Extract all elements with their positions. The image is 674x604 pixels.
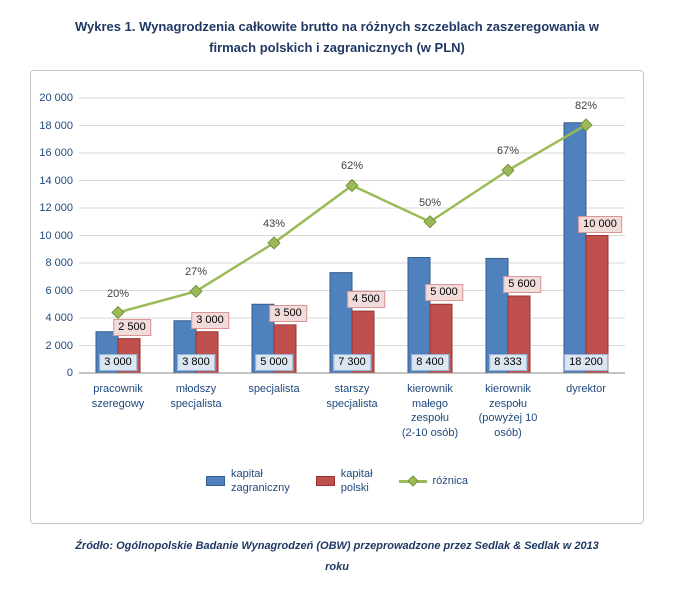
legend-diamond-icon bbox=[406, 475, 419, 487]
value-label-kapita-zagraniczny: 18 200 bbox=[564, 354, 608, 371]
legend-line-swatch-icon bbox=[398, 475, 427, 487]
diamond-marker-icon bbox=[501, 163, 515, 177]
y-axis-tick-label: 2 000 bbox=[45, 339, 73, 352]
x-axis-category-label: kierownik zespołu (powyżej 10 osób) bbox=[478, 383, 538, 439]
percent-label: 50% bbox=[418, 196, 442, 209]
legend-label: kapitał polski bbox=[340, 468, 373, 494]
value-label-kapita-zagraniczny: 3 000 bbox=[99, 354, 137, 371]
legend-bar-swatch-icon bbox=[315, 476, 335, 486]
y-axis-tick-label: 6 000 bbox=[45, 284, 73, 297]
percent-label: 27% bbox=[184, 266, 208, 279]
legend-item-kapita-zagraniczny: kapitał zagraniczny bbox=[206, 467, 290, 495]
legend-bar-swatch-icon bbox=[206, 476, 226, 486]
source-note: Źródło: Ogólnopolskie Badanie Wynagrodze… bbox=[75, 540, 599, 573]
value-label-kapita-polski: 2 500 bbox=[113, 318, 151, 336]
x-axis-category-label: specjalista bbox=[248, 383, 300, 395]
legend-item-kapita-polski: kapitał polski bbox=[315, 467, 373, 495]
value-label-kapita-zagraniczny: 8 333 bbox=[489, 354, 527, 371]
percent-label: 67% bbox=[496, 145, 520, 158]
value-label-kapita-polski: 3 500 bbox=[269, 304, 307, 322]
chart-legend: kapitał zagraniczny kapitał polski różnica bbox=[31, 467, 643, 495]
diamond-marker-icon bbox=[423, 215, 437, 229]
percent-label: 82% bbox=[574, 99, 598, 112]
value-label-kapita-polski: 4 500 bbox=[347, 291, 385, 309]
percent-label: 62% bbox=[340, 160, 364, 173]
y-axis-tick-label: 16 000 bbox=[39, 147, 73, 159]
legend-label: różnica bbox=[432, 475, 468, 487]
chart-labels-layer: 0 2 000 4 000 6 000 8 000 10 000 12 000 14 000 1… bbox=[31, 71, 643, 523]
diamond-marker-icon bbox=[579, 118, 593, 132]
value-label-kapita-polski: 5 600 bbox=[503, 276, 541, 293]
legend-label: kapitał zagraniczny bbox=[231, 468, 290, 494]
y-axis-tick-label: 10 000 bbox=[39, 229, 73, 242]
x-axis-category-label: pracownik szeregowy bbox=[91, 383, 145, 410]
value-label-kapita-polski: 10 000 bbox=[578, 215, 622, 233]
diamond-marker-icon bbox=[345, 178, 359, 193]
diamond-marker-icon bbox=[267, 236, 281, 250]
y-axis-tick-label: 14 000 bbox=[39, 174, 73, 187]
y-axis-tick-label: 18 000 bbox=[39, 119, 73, 132]
x-axis-category-label: starszy specjalista bbox=[326, 383, 378, 410]
chart-title: Wykres 1. Wynagrodzenia całkowite brutto… bbox=[74, 19, 599, 55]
diamond-marker-icon bbox=[189, 284, 203, 298]
value-label-kapita-zagraniczny: 5 000 bbox=[255, 354, 293, 371]
y-axis-tick-label: 0 bbox=[66, 367, 73, 379]
value-label-kapita-polski: 3 000 bbox=[191, 311, 229, 329]
x-axis-category-label: młodszy specjalista bbox=[170, 383, 222, 410]
chart-panel: 0 2 000 4 000 6 000 8 000 10 000 12 000 14 000 1… bbox=[30, 70, 644, 524]
y-axis-tick-label: 4 000 bbox=[45, 312, 73, 324]
percent-label: 20% bbox=[106, 287, 130, 300]
value-label-kapita-polski: 5 000 bbox=[425, 284, 463, 302]
x-axis-category-label: dyrektor bbox=[566, 383, 606, 395]
y-axis-tick-label: 8 000 bbox=[45, 257, 73, 269]
value-label-kapita-zagraniczny: 8 400 bbox=[411, 354, 449, 371]
legend-item-r-nica: różnica bbox=[398, 474, 468, 488]
value-label-kapita-zagraniczny: 3 800 bbox=[177, 354, 215, 371]
value-label-kapita-zagraniczny: 7 300 bbox=[333, 354, 371, 371]
y-axis-tick-label: 20 000 bbox=[39, 92, 73, 104]
y-axis-tick-label: 12 000 bbox=[39, 202, 73, 214]
percent-label: 43% bbox=[262, 217, 286, 230]
diamond-marker-icon bbox=[111, 305, 125, 320]
x-axis-category-label: kierownik małego zespołu (2-10 osób) bbox=[401, 383, 459, 439]
